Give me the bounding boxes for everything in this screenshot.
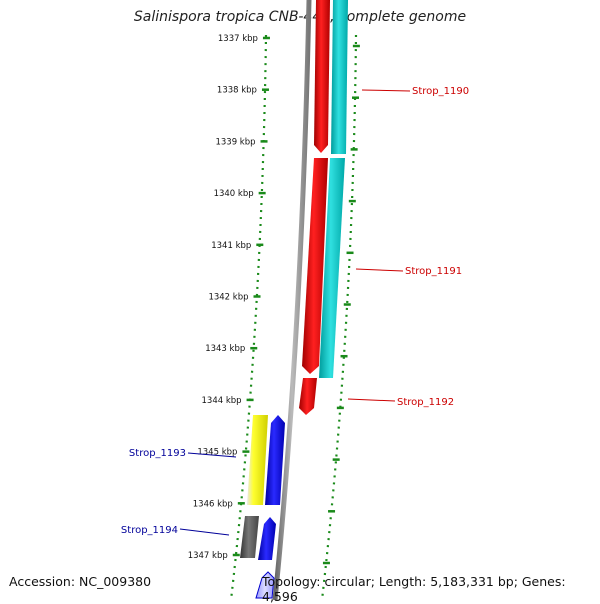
ruler-tick-label: 1347 kbp	[188, 551, 228, 561]
ruler-tick-label: 1345 kbp	[197, 448, 237, 458]
ruler-tick-label: 1346 kbp	[193, 499, 233, 509]
ruler-tick-label: 1339 kbp	[215, 137, 255, 147]
ruler-tick-label: 1344 kbp	[202, 396, 242, 406]
gene-label-strop-1191[interactable]: Strop_1191	[405, 266, 462, 277]
gene-strop-1194-reverse[interactable]	[258, 517, 276, 560]
ruler-tick-label: 1338 kbp	[217, 86, 257, 96]
map-title: Salinispora tropica CNB-440, complete ge…	[133, 9, 467, 25]
ruler-tick-label: 1340 kbp	[214, 189, 254, 199]
gc-track-2	[319, 158, 345, 378]
ruler-tick-label: 1341 kbp	[211, 241, 251, 251]
gene-label-leader	[355, 268, 404, 272]
gene-strop-1191-forward[interactable]	[302, 158, 328, 374]
gene-strop-1192-forward[interactable]	[299, 378, 317, 415]
gc-track-1	[331, 0, 348, 154]
gene-strop-1193-other[interactable]	[247, 415, 268, 505]
gene-label-strop-1192[interactable]: Strop_1192	[397, 397, 454, 408]
gene-strop-1193-reverse[interactable]	[265, 415, 285, 505]
gene-label-strop-1193[interactable]: Strop_1193	[129, 448, 186, 459]
gene-strop-1190-forward[interactable]	[314, 0, 330, 153]
gene-label-strop-1194[interactable]: Strop_1194	[121, 525, 178, 536]
outer-dotted-track	[320, 34, 358, 600]
genome-backbone	[272, 0, 312, 600]
ruler-track	[229, 34, 268, 600]
ruler-layer: 1337 kbp 1338 kbp 1339 kbp 1340 kbp 1341 kbp…	[188, 34, 360, 565]
gene-label-leader	[187, 452, 237, 458]
gene-label-strop-1190[interactable]: Strop_1190	[412, 86, 469, 97]
ruler-tick-label: 1337 kbp	[218, 34, 258, 44]
gene-label-leader	[179, 528, 230, 536]
ruler-tick-label: 1343 kbp	[205, 344, 245, 354]
gene-partial-bottom	[255, 571, 275, 599]
gene-strop-1194-other[interactable]	[240, 516, 259, 558]
ruler-tick-label: 1342 kbp	[208, 293, 248, 303]
gene-label-leader	[361, 89, 411, 92]
gene-label-leader	[347, 398, 396, 402]
gene-labels-layer: Strop_1190 Strop_1191 Strop_1192 Strop_1193…	[121, 86, 469, 536]
accession-label: Accession: NC_009380	[9, 574, 152, 589]
